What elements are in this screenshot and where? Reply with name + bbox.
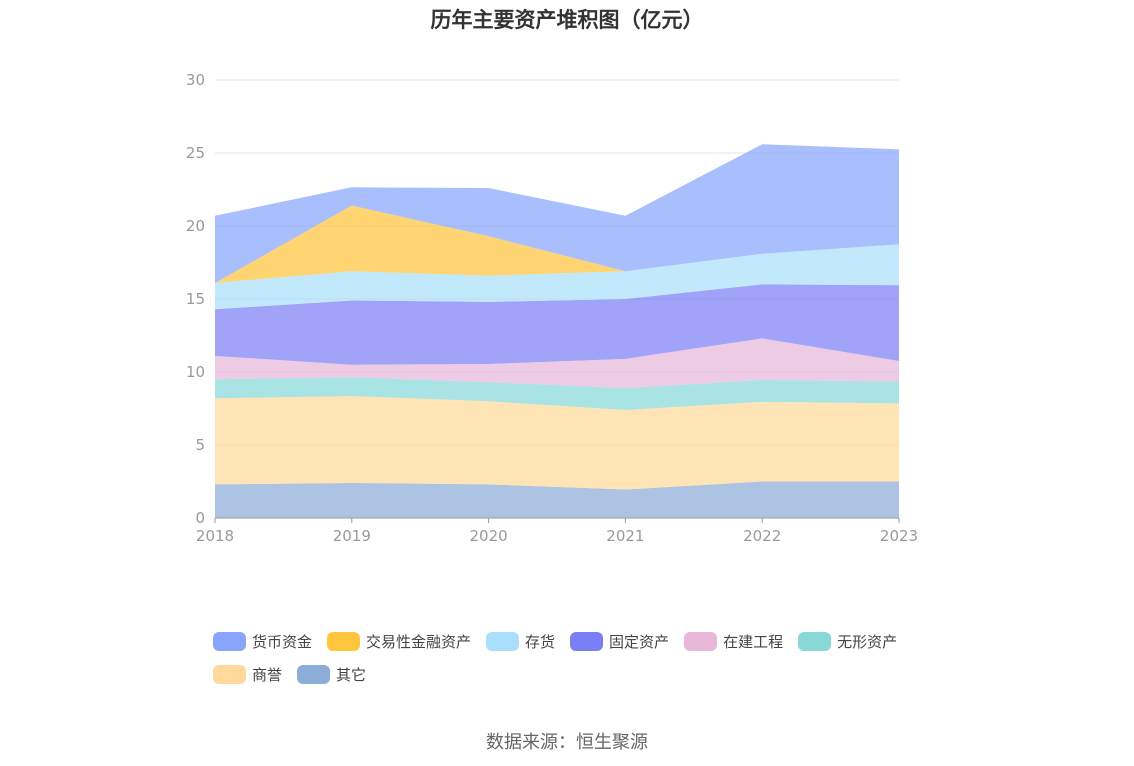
chart-title: 历年主要资产堆积图（亿元） [430,8,704,32]
x-tick-label: 2018 [196,527,234,545]
chart-plot: 0 5 10 15 20 25 30 2018 2019 2020 2021 2022 2023 [186,71,918,545]
area-series-7[interactable] [215,144,899,283]
y-tick-label: 20 [186,217,205,235]
area-series-3[interactable] [215,338,899,389]
y-tick-label: 25 [186,144,205,162]
x-tick-label: 2022 [743,527,781,545]
legend-item[interactable]: 在建工程 [684,630,783,652]
legend-item[interactable]: 货币资金 [213,630,312,652]
source-note: 数据来源：恒生聚源 [486,732,648,753]
legend-label: 其它 [336,665,367,684]
legend-swatch [570,631,604,651]
area-series-0[interactable] [215,481,899,519]
legend-swatch [486,631,520,651]
legend-item[interactable]: 其它 [297,663,366,685]
x-tick-label: 2023 [880,527,918,545]
legend-swatch [297,664,331,684]
legend-swatch [213,664,246,684]
legend-item[interactable]: 交易性金融资产 [327,630,471,652]
area-series-2[interactable] [215,377,899,410]
area-series-4[interactable] [215,284,899,365]
legend-label: 存货 [525,632,556,651]
legend-item[interactable]: 商誉 [213,663,282,685]
legend-label: 货币资金 [252,632,313,651]
y-tick-label: 10 [186,363,205,381]
y-tick-label: 30 [186,71,205,89]
legend-item[interactable]: 固定资产 [570,630,669,652]
area-series-6[interactable] [215,205,899,283]
legend-swatch [684,631,718,651]
y-tick-label: 5 [195,436,205,454]
axis-layer: 0 5 10 15 20 25 30 2018 2019 2020 2021 2022 2023 [186,71,918,545]
legend-swatch [798,631,832,651]
legend-swatch [213,631,246,651]
legend-label: 固定资产 [609,632,670,651]
legend-item[interactable]: 存货 [486,630,555,652]
x-tick-label: 2021 [606,527,644,545]
area-layer [215,144,899,518]
legend-label: 无形资产 [837,632,898,651]
legend-swatch [327,631,361,651]
legend: 货币资金 交易性金融资产 存货 固定资产 在建工程 无形资产商誉 其它 [213,630,933,685]
legend-item[interactable]: 无形资产 [798,630,897,652]
area-series-1[interactable] [215,396,899,490]
legend-label: 交易性金融资产 [366,632,472,651]
legend-label: 商誉 [252,665,283,684]
x-tick-label: 2020 [470,527,508,545]
area-series-5[interactable] [215,244,899,310]
legend-label: 在建工程 [723,632,784,651]
x-tick-label: 2019 [333,527,371,545]
y-tick-label: 15 [186,290,205,308]
y-tick-label: 0 [195,509,205,527]
